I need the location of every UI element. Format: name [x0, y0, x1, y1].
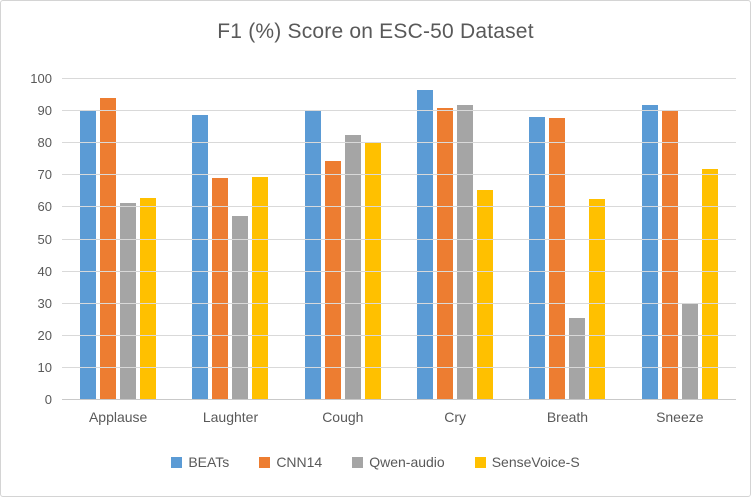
bar-beats-breath [529, 116, 546, 400]
y-axis-tick-label: 0 [44, 392, 52, 407]
gridline [62, 270, 736, 272]
gridline [62, 366, 736, 368]
y-axis-tick-label: 80 [37, 135, 52, 151]
y-axis-tick-label: 20 [37, 327, 52, 343]
x-axis-line [62, 399, 736, 400]
bar-qwen-audio-cry [457, 105, 474, 400]
bar-beats-cough [304, 109, 321, 400]
bar-cnn14-cry [437, 107, 454, 400]
bar-group-cough [287, 79, 399, 400]
bar-cnn14-laughter [212, 177, 229, 400]
x-axis-label-laughter: Laughter [202, 409, 259, 425]
bar-beats-applause [80, 109, 97, 400]
legend-item-cnn14: CNN14 [259, 454, 322, 470]
gridline [62, 110, 736, 112]
gridline [62, 238, 736, 240]
y-axis-tick-label: 90 [37, 103, 52, 119]
bar-group-cry [399, 79, 511, 400]
legend-label-cnn14: CNN14 [276, 454, 323, 470]
gridline [62, 302, 736, 304]
bar-cnn14-cough [324, 160, 341, 400]
bar-sensevoice-s-sneeze [701, 168, 718, 400]
bar-sensevoice-s-breath [589, 199, 606, 400]
legend-marker-sensevoice-s [474, 456, 486, 468]
bar-cnn14-breath [549, 117, 566, 400]
y-axis-tick-label: 10 [37, 359, 52, 375]
y-axis-tick-label: 40 [37, 263, 52, 279]
legend-item-qwen-audio: Qwen-audio [352, 454, 445, 470]
x-axis-label-applause: Applause [88, 409, 148, 425]
bar-sensevoice-s-laughter [252, 176, 269, 400]
bar-cnn14-applause [100, 98, 117, 400]
gridline [62, 78, 736, 79]
legend-label-beats: BEATs [188, 454, 230, 470]
bar-beats-cry [417, 90, 434, 400]
chart-title: F1 (%) Score on ESC-50 Dataset [217, 20, 534, 43]
bar-beats-sneeze [641, 104, 658, 400]
bar-qwen-audio-breath [569, 318, 586, 400]
x-axis-labels: Applause Laughter Cough Cry Breath Sneeze [62, 409, 736, 425]
bar-sensevoice-s-cry [477, 189, 494, 400]
bar-qwen-audio-cough [344, 134, 361, 400]
y-axis-tick-label: 60 [37, 199, 52, 215]
y-axis-tick-label: 70 [37, 167, 52, 183]
bar-group-breath [511, 79, 623, 400]
y-axis-labels: 0 10 20 30 40 50 60 70 80 90 100 [0, 71, 52, 407]
legend-item-sensevoice-s: SenseVoice-S [474, 454, 580, 470]
y-axis-tick-label: 100 [30, 71, 52, 86]
legend-label-qwen-audio: Qwen-audio [369, 454, 445, 470]
legend-marker-cnn14 [259, 456, 271, 468]
legend-label-sensevoice-s: SenseVoice-S [491, 454, 580, 470]
bar-sensevoice-s-applause [140, 197, 157, 400]
x-axis-label-breath: Breath [546, 409, 589, 425]
x-axis-label-sneeze: Sneeze [656, 409, 704, 425]
y-axis-tick-label: 30 [37, 295, 52, 311]
legend: BEATs CNN14 Qwen-audio SenseVoice-S [0, 454, 751, 470]
y-axis-tick-label: 50 [37, 231, 52, 247]
gridline [62, 206, 736, 208]
plot-area [62, 78, 736, 400]
bar-groups [62, 79, 736, 400]
bar-qwen-audio-sneeze [681, 304, 698, 400]
bar-group-laughter [174, 79, 286, 400]
bar-qwen-audio-laughter [232, 216, 249, 400]
x-axis-label-cough: Cough [322, 409, 364, 425]
legend-marker-qwen-audio [352, 456, 364, 468]
legend-item-beats: BEATs [171, 454, 229, 470]
bar-group-applause [62, 79, 174, 400]
bar-beats-laughter [192, 115, 209, 400]
bar-qwen-audio-applause [120, 202, 137, 400]
bar-cnn14-sneeze [661, 109, 678, 400]
gridline [62, 142, 736, 144]
bar-group-sneeze [624, 79, 736, 400]
gridline [62, 174, 736, 176]
legend-marker-beats [171, 456, 183, 468]
x-axis-label-cry: Cry [444, 409, 467, 425]
gridline [62, 334, 736, 336]
